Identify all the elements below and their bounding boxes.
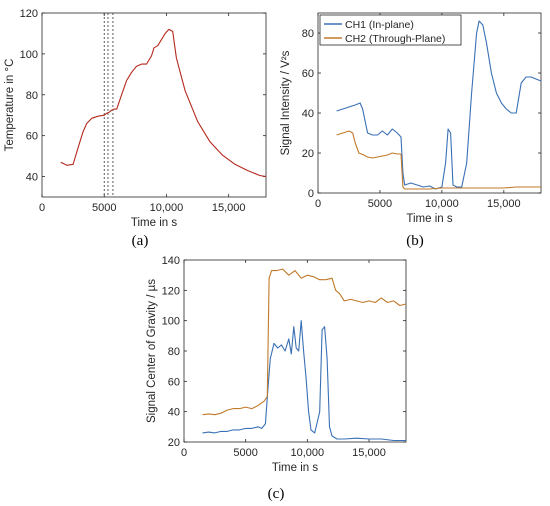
y-tick-label: 60 [168, 376, 180, 388]
x-tick-label: 10,000 [291, 447, 325, 459]
x-tick-label: 10,000 [425, 198, 459, 210]
y-tick-label: 80 [26, 90, 38, 102]
plot-area-frame [183, 259, 407, 443]
y-axis-label: Temperature in °C [4, 59, 16, 152]
chart-panel-b: 0 5000 10,000 15,000 0 20 40 60 80 Time in s Signa… [280, 12, 542, 249]
y-tick-label: 20 [302, 148, 314, 160]
legend: CH1 (In-plane) CH2 (Through-Plane) [319, 14, 462, 46]
series-line-ch1 [336, 20, 542, 190]
x-tick-label: 0 [39, 202, 45, 214]
y-tick-label: 140 [162, 255, 180, 267]
y-tick-label: 0 [308, 188, 314, 200]
legend-label: CH1 (In-plane) [345, 19, 414, 31]
chart-panel-a: 0 5000 10,000 15,000 40 60 80 100 120 Time in s Te… [4, 8, 267, 249]
panel-label: (a) [132, 233, 149, 249]
x-tick-label: 15,000 [487, 198, 521, 210]
x-tick-label: 5000 [368, 198, 392, 210]
y-tick-label: 40 [26, 172, 38, 184]
x-tick-label: 5000 [233, 447, 257, 459]
y-axis-label: Signal Intensity / V²s [280, 50, 292, 155]
x-tick-label: 5000 [92, 202, 116, 214]
plot-area-frame [317, 12, 542, 194]
y-tick-label: 120 [20, 8, 38, 20]
panel-label: (b) [406, 233, 424, 249]
panel-label: (c) [268, 486, 285, 502]
x-tick-label: 15,000 [212, 202, 246, 214]
y-tick-label: 100 [20, 49, 38, 61]
y-tick-label: 80 [302, 28, 314, 40]
legend-label: CH2 (Through-Plane) [345, 33, 445, 45]
y-tick-label: 20 [168, 437, 180, 449]
y-tick-label: 40 [168, 407, 180, 419]
y-tick-label: 40 [302, 108, 314, 120]
x-tick-label: 10,000 [150, 202, 184, 214]
series-line-2 [202, 268, 407, 416]
chart-panel-c: 0 5000 10,000 15,000 20 40 60 80 100 120 140 Time i… [146, 255, 407, 502]
x-axis-label: Time in s [131, 217, 177, 229]
series-line-1 [202, 320, 406, 442]
y-tick-label: 60 [26, 131, 38, 143]
plot-area-frame [41, 12, 267, 198]
y-axis-label: Signal Center of Gravity / µs [146, 279, 158, 423]
x-tick-label: 0 [315, 198, 321, 210]
y-tick-label: 60 [302, 68, 314, 80]
x-tick-label: 0 [181, 447, 187, 459]
y-tick-label: 100 [162, 316, 180, 328]
x-tick-label: 15,000 [352, 447, 386, 459]
y-tick-label: 80 [168, 346, 180, 358]
x-axis-label: Time in s [406, 213, 452, 225]
legend-box [319, 14, 462, 46]
series-line-1 [60, 28, 267, 178]
x-axis-label: Time in s [272, 462, 318, 474]
series-line-ch2 [336, 130, 541, 190]
y-tick-label: 120 [162, 285, 180, 297]
